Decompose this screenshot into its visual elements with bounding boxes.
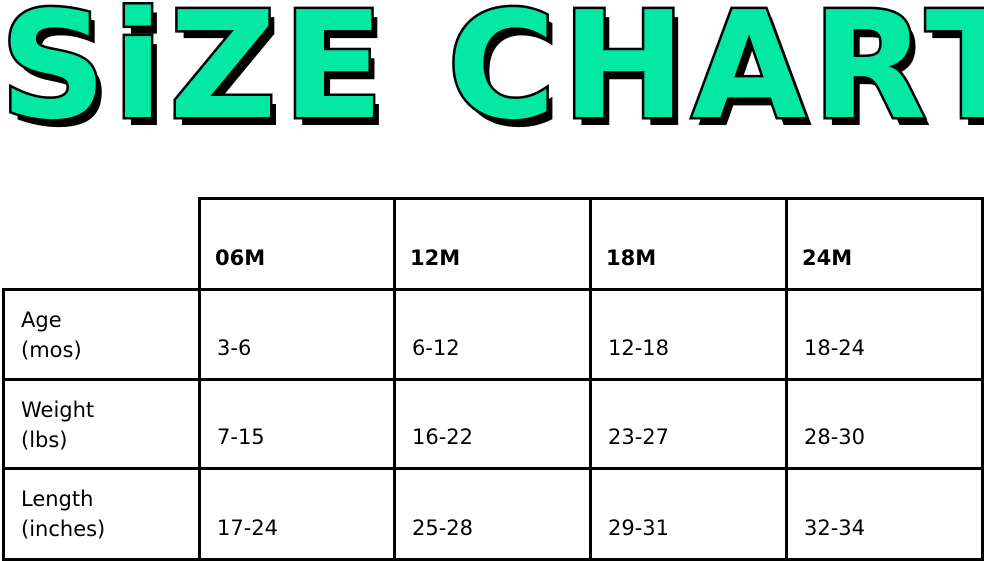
- column-header: 12M: [393, 197, 592, 291]
- table-cell-text: 32-34: [804, 516, 866, 540]
- column-header: 24M: [785, 197, 984, 291]
- column-header-text: 24M: [802, 246, 853, 270]
- table-cell-text: 12-18: [608, 336, 670, 360]
- table-cell-text: 25-28: [412, 516, 474, 540]
- table-cell: 7-15: [198, 378, 396, 470]
- table-cell-text: 18-24: [804, 336, 866, 360]
- table-cell: 32-34: [785, 467, 984, 561]
- table-cell: 25-28: [393, 467, 592, 561]
- row-label: Length (inches): [2, 467, 201, 561]
- table-cell: 29-31: [589, 467, 788, 561]
- table-cell-text: 3-6: [217, 336, 252, 360]
- column-header: 18M: [589, 197, 788, 291]
- row-label-text: Weight (lbs): [21, 398, 95, 452]
- table-cell: 3-6: [198, 288, 396, 381]
- row-label-text: Age (mos): [21, 308, 82, 362]
- table-cell: 28-30: [785, 378, 984, 470]
- table-cell: 17-24: [198, 467, 396, 561]
- table-cell: 23-27: [589, 378, 788, 470]
- table-cell-text: 7-15: [217, 425, 265, 449]
- column-header-text: 18M: [606, 246, 657, 270]
- table-cell-text: 28-30: [804, 425, 866, 449]
- table-cell: 18-24: [785, 288, 984, 381]
- table-cell-text: 6-12: [412, 336, 460, 360]
- column-header: 06M: [198, 197, 396, 291]
- table-cell-text: 29-31: [608, 516, 670, 540]
- table-cell-text: 17-24: [217, 516, 279, 540]
- column-header-text: 06M: [215, 246, 266, 270]
- table-cell: 12-18: [589, 288, 788, 381]
- row-label: Weight (lbs): [2, 378, 201, 470]
- size-chart-title: SiZE CHART: [0, 0, 984, 152]
- row-label: Age (mos): [2, 288, 201, 381]
- table-cell-text: 16-22: [412, 425, 474, 449]
- table-cell: 6-12: [393, 288, 592, 381]
- table-cell: 16-22: [393, 378, 592, 470]
- table-cell-text: 23-27: [608, 425, 670, 449]
- row-label-text: Length (inches): [21, 487, 106, 541]
- column-header-text: 12M: [410, 246, 461, 270]
